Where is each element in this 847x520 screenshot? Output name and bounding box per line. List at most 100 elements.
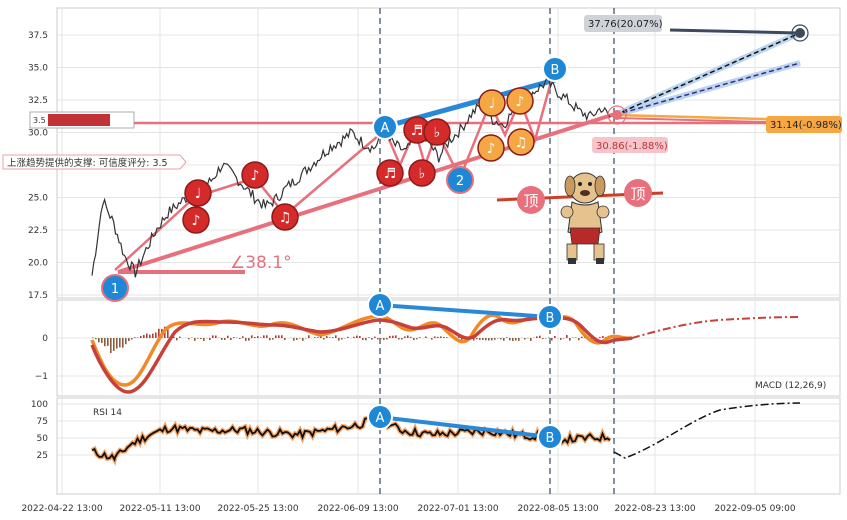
macd-bar	[101, 338, 103, 343]
macd-bar	[371, 338, 373, 340]
pattern-note-glyph: ♫	[515, 135, 528, 151]
macd-bar	[149, 334, 151, 338]
macd-label-b: B	[546, 311, 555, 326]
macd-bar	[512, 338, 514, 341]
mascot-image	[560, 172, 610, 264]
rsi-label-a: A	[376, 411, 385, 426]
x-tick-labels: 2022-04-22 13:00 2022-05-11 13:00 2022-05-…	[21, 504, 795, 514]
macd-bar	[536, 336, 538, 338]
macd-bar	[383, 338, 385, 340]
x-tick-label: 2022-08-05 13:00	[517, 504, 598, 514]
x-tick-label: 2022-09-05 09:00	[714, 504, 795, 514]
macd-bar	[197, 338, 199, 339]
macd-bar	[554, 335, 556, 338]
top-label-right: 顶	[630, 185, 645, 203]
macd-bar	[407, 335, 409, 338]
macd-bar	[518, 338, 520, 341]
macd-bar	[374, 336, 376, 338]
macd-bar	[368, 337, 370, 338]
macd-bar	[113, 338, 115, 351]
pattern-note-glyph: ♩	[195, 186, 202, 202]
macd-bar	[377, 338, 379, 340]
macd-bar	[266, 335, 268, 338]
macd-bar	[359, 336, 361, 338]
price-ytick-label: 22.5	[28, 226, 48, 236]
wave-label-2: 2	[456, 174, 464, 189]
macd-bar	[602, 335, 604, 338]
pattern-note-badge	[241, 161, 269, 189]
wave-label-a: A	[381, 121, 390, 136]
macd-bar	[566, 335, 568, 338]
macd-bar	[395, 335, 397, 338]
top-label-left: 顶	[523, 192, 538, 210]
pattern-note-badge	[271, 203, 299, 231]
macd-bar	[539, 335, 541, 338]
macd-bar	[242, 336, 244, 338]
price-ytick-label: 20.0	[28, 259, 48, 269]
macd-bar	[563, 338, 565, 339]
macd-bar	[443, 336, 445, 338]
macd-bar	[146, 333, 148, 338]
upper-forecast-tag	[584, 15, 662, 32]
wave-label-1: 1	[111, 282, 119, 297]
macd-bar	[380, 338, 382, 340]
macd-bar	[461, 338, 463, 341]
x-tick-label: 2022-05-25 13:00	[217, 504, 298, 514]
macd-bar	[509, 338, 511, 341]
macd-bar	[503, 338, 505, 341]
pattern-note-glyph: ♭	[434, 125, 441, 141]
macd-bar	[500, 338, 502, 340]
macd-bar	[203, 338, 205, 341]
top-markers: 顶 顶	[496, 179, 664, 214]
macd-bar	[404, 336, 406, 338]
macd-bar	[92, 337, 94, 338]
macd-bar	[434, 336, 436, 338]
macd-forecast-line	[631, 316, 801, 339]
macd-bar	[275, 335, 277, 338]
macd-bar	[200, 338, 202, 340]
price-ytick-label: 32.5	[28, 96, 48, 106]
macd-bar	[179, 336, 181, 338]
macd-bar	[479, 338, 481, 340]
macd-bar	[347, 336, 349, 338]
macd-bar	[272, 338, 274, 340]
macd-bar	[155, 332, 157, 338]
pattern-note-badge	[182, 206, 210, 234]
macd-bar	[542, 338, 544, 339]
macd-bar	[398, 338, 400, 340]
macd-bar	[95, 338, 97, 340]
macd-bar	[215, 335, 217, 338]
rsi-ytick-label: 100	[31, 400, 48, 410]
macd-bar	[476, 338, 478, 340]
macd-bar	[140, 335, 142, 338]
macd-bar	[341, 338, 343, 340]
macd-bar	[551, 338, 553, 341]
macd-bar	[158, 328, 160, 338]
macd-bar	[245, 338, 247, 341]
macd-bar	[425, 336, 427, 338]
x-tick-label: 2022-08-23 13:00	[614, 504, 695, 514]
pattern-note-glyph: ♬	[384, 166, 397, 182]
pattern-note-glyph: ♬	[411, 123, 424, 139]
forecast-labels: 37.76(20.07%) 31.14(-0.98%) 30.86(-1.88%…	[584, 15, 842, 153]
macd-bar	[227, 335, 229, 338]
macd-ytick-label: −1	[35, 372, 48, 382]
macd-bar	[329, 337, 331, 338]
macd-bar	[194, 338, 196, 341]
macd-bar	[107, 338, 109, 346]
macd-bar	[335, 335, 337, 338]
macd-bar	[308, 335, 310, 338]
macd-bar	[599, 336, 601, 338]
macd-bar	[302, 338, 304, 341]
support-score-tag: 3.5	[33, 116, 46, 125]
macd-bar	[296, 338, 298, 340]
macd-bar	[104, 338, 106, 347]
macd-divergence-line	[379, 303, 551, 319]
macd-bar	[110, 338, 112, 354]
macd-bar	[224, 338, 226, 340]
rsi-ytick-label: 75	[37, 417, 48, 427]
macd-bar	[506, 337, 508, 338]
pattern-note-badge	[478, 89, 506, 117]
macd-bar	[116, 338, 118, 349]
macd-bar	[131, 338, 133, 340]
